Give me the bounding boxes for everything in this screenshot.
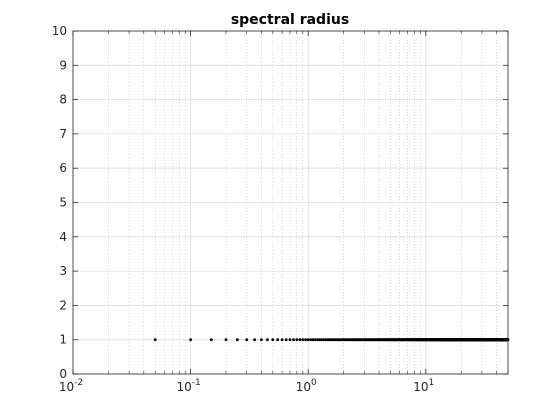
axis-ticks [72, 30, 509, 375]
data-point [311, 338, 315, 342]
y-tick-label: 9 [59, 58, 67, 72]
x-tick-label: 10-1 [176, 378, 200, 394]
data-point [316, 338, 319, 342]
data-point [235, 338, 239, 342]
data-point [309, 338, 313, 342]
data-point [153, 338, 157, 342]
data-point [298, 338, 302, 342]
y-tick-label: 5 [59, 196, 67, 210]
data-point [313, 338, 317, 342]
data-point [306, 338, 310, 342]
y-tick-label: 2 [59, 298, 67, 312]
y-tick-label: 4 [59, 230, 67, 244]
data-series [153, 338, 510, 342]
y-tick-label: 1 [59, 333, 67, 347]
data-point [266, 338, 269, 342]
data-point [284, 338, 288, 342]
x-tick-label: 10-2 [59, 378, 83, 394]
data-point [224, 338, 228, 342]
y-tick-label: 10 [52, 24, 67, 38]
data-point [245, 338, 249, 342]
y-tick-label: 3 [59, 264, 67, 278]
y-tick-labels: 0 1 2 3 4 5 6 7 8 9 10 [52, 24, 67, 381]
chart-title: spectral radius [231, 12, 349, 28]
data-point [292, 338, 295, 342]
data-point [276, 338, 280, 342]
data-point [253, 338, 256, 342]
data-point [301, 338, 305, 342]
data-point [209, 338, 213, 342]
y-tick-label: 0 [59, 367, 67, 381]
data-point [280, 338, 284, 342]
data-point [189, 338, 193, 342]
data-point [271, 338, 275, 342]
data-point [295, 338, 299, 342]
data-point [318, 338, 321, 342]
x-tick-label: 101 [413, 378, 434, 394]
data-point [320, 338, 324, 342]
y-tick-label: 6 [59, 161, 67, 175]
y-tick-label: 8 [59, 93, 67, 107]
x-tick-label: 100 [296, 378, 317, 394]
x-tick-labels: 10-2 10-1 100 101 [59, 378, 434, 394]
data-point [288, 338, 292, 342]
data-point [260, 338, 263, 342]
y-tick-label: 7 [59, 127, 67, 141]
data-point [304, 338, 307, 342]
